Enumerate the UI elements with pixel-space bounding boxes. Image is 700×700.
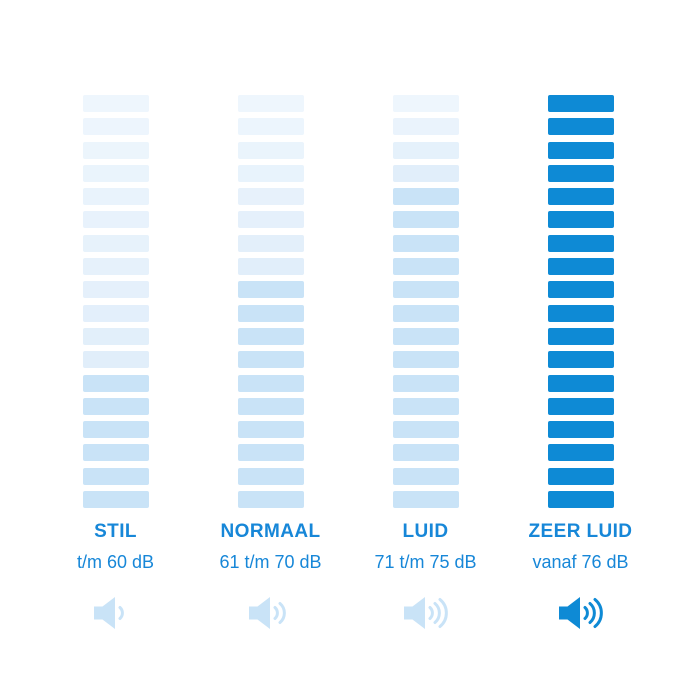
- meter-bar: [82, 351, 149, 369]
- meter-bar: [547, 118, 614, 136]
- meter-bar: [392, 491, 459, 509]
- meter-bar: [82, 444, 149, 462]
- meter-bars-normaal: [237, 95, 304, 509]
- speaker-icon: [346, 595, 506, 631]
- meter-bar: [82, 374, 149, 392]
- meter-bar: [82, 118, 149, 136]
- meter-bar: [547, 304, 614, 322]
- meter-bar: [237, 118, 304, 136]
- meter-bar: [237, 141, 304, 159]
- meter-bar: [82, 211, 149, 229]
- meter-bar: [547, 351, 614, 369]
- meter-bar: [392, 211, 459, 229]
- meter-bar: [82, 234, 149, 252]
- meter-bar: [392, 444, 459, 462]
- meter-bars-zeer-luid: [547, 95, 614, 509]
- meter-bar: [237, 397, 304, 415]
- meter-bar: [547, 211, 614, 229]
- meter-bar: [392, 281, 459, 299]
- column-db-range: 61 t/m 70 dB: [219, 552, 322, 573]
- meter-bar: [392, 327, 459, 345]
- meter-bar: [547, 141, 614, 159]
- meter-bar: [237, 188, 304, 206]
- meter-bar: [237, 351, 304, 369]
- meter-bar: [547, 95, 614, 112]
- meter-bar: [82, 397, 149, 415]
- meter-bar: [392, 188, 459, 206]
- meter-bar: [82, 141, 149, 159]
- meter-bar: [237, 304, 304, 322]
- meter-bar: [547, 164, 614, 182]
- meter-bar: [237, 234, 304, 252]
- meter-bar: [237, 421, 304, 439]
- meter-bar: [392, 141, 459, 159]
- meter-bar: [547, 397, 614, 415]
- meter-bar: [547, 188, 614, 206]
- meter-bar: [392, 421, 459, 439]
- speaker-icon: [36, 595, 196, 631]
- column-db-range: 71 t/m 75 dB: [374, 552, 477, 573]
- meter-bar: [82, 421, 149, 439]
- meter-bar: [82, 188, 149, 206]
- meter-bar: [82, 327, 149, 345]
- meter-bar: [392, 234, 459, 252]
- meter-bar: [547, 444, 614, 462]
- meter-bar: [237, 374, 304, 392]
- meter-bar: [392, 351, 459, 369]
- meter-bar: [82, 95, 149, 112]
- meter-bar: [392, 304, 459, 322]
- column-label: STIL: [94, 521, 137, 543]
- meter-bar: [82, 164, 149, 182]
- meter-bar: [237, 444, 304, 462]
- meter-column-stil: STIL t/m 60 dB: [36, 95, 196, 631]
- column-db-range: vanaf 76 dB: [532, 552, 629, 573]
- meter-column-zeer-luid: ZEER LUID vanaf 76 dB: [501, 95, 661, 631]
- meter-bar: [237, 491, 304, 509]
- meter-bar: [547, 234, 614, 252]
- column-label: NORMAAL: [220, 521, 321, 543]
- meter-bar: [547, 281, 614, 299]
- meter-bar: [237, 467, 304, 485]
- meter-bar: [392, 397, 459, 415]
- meter-bar: [547, 258, 614, 276]
- meter-bar: [237, 164, 304, 182]
- meter-bar: [237, 327, 304, 345]
- meter-column-luid: LUID 71 t/m 75 dB: [346, 95, 506, 631]
- meter-bar: [237, 95, 304, 112]
- speaker-icon: [501, 595, 661, 631]
- column-label: ZEER LUID: [528, 521, 633, 543]
- meter-bar: [547, 327, 614, 345]
- meter-bar: [392, 95, 459, 112]
- column-label: LUID: [402, 521, 449, 543]
- meter-column-normaal: NORMAAL 61 t/m 70 dB: [191, 95, 351, 631]
- meter-bar: [547, 467, 614, 485]
- meter-bar: [237, 211, 304, 229]
- meter-bar: [547, 421, 614, 439]
- meter-bar: [392, 467, 459, 485]
- meter-bar: [547, 374, 614, 392]
- meter-bar: [82, 304, 149, 322]
- meter-bar: [82, 491, 149, 509]
- meter-bar: [82, 258, 149, 276]
- meter-bar: [392, 118, 459, 136]
- speaker-icon: [191, 595, 351, 631]
- column-db-range: t/m 60 dB: [76, 552, 155, 573]
- meter-bars-stil: [82, 95, 149, 509]
- meter-bar: [547, 491, 614, 509]
- meter-bar: [82, 281, 149, 299]
- meter-bar: [237, 281, 304, 299]
- meter-bar: [392, 164, 459, 182]
- meter-bar: [392, 258, 459, 276]
- meter-bar: [82, 467, 149, 485]
- meter-bar: [237, 258, 304, 276]
- meter-bar: [392, 374, 459, 392]
- meter-bars-luid: [392, 95, 459, 509]
